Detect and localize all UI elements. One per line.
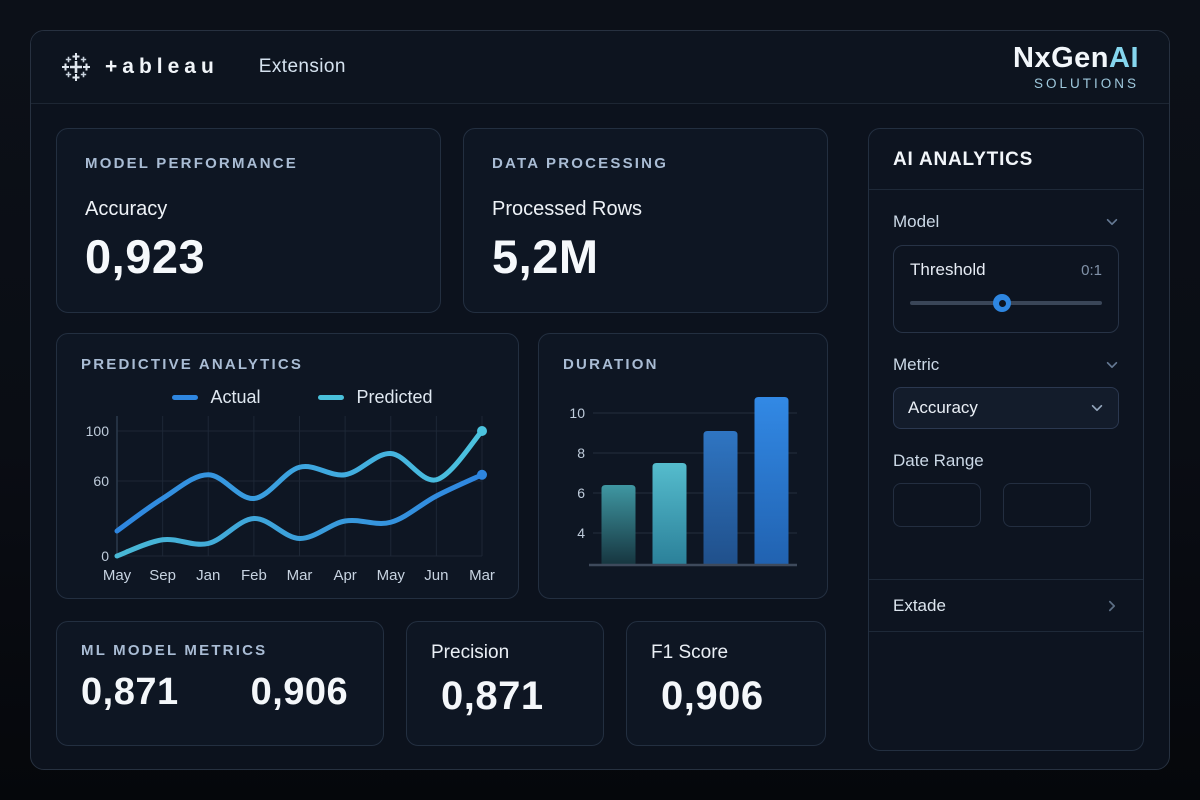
- nxgenai-brand: NxGenAI SOLUTIONS: [1013, 41, 1139, 92]
- threshold-range-label: 0:1: [1081, 261, 1102, 279]
- duration-title: DURATION: [563, 356, 659, 373]
- chevron-down-icon: [1106, 361, 1118, 369]
- tableau-brand: +ableau: [59, 50, 219, 84]
- svg-text:Apr: Apr: [333, 567, 356, 584]
- predictive-analytics-title: PREDICTIVE ANALYTICS: [81, 356, 304, 373]
- threshold-box: Threshold 0:1: [893, 245, 1119, 333]
- date-from-input[interactable]: [893, 483, 981, 527]
- tableau-logo-icon: [62, 53, 90, 81]
- sidebar-header: AI ANALYTICS: [869, 129, 1143, 190]
- predicted-legend-label: Predicted: [356, 387, 433, 407]
- brand-wordmark: +ableau: [105, 55, 219, 78]
- metric-select[interactable]: Accuracy: [893, 387, 1119, 429]
- accuracy-value: 0,923: [85, 230, 206, 283]
- duration-bar-chart: 4 6 8 10: [569, 397, 797, 567]
- actual-swatch: [172, 395, 199, 400]
- model-dropdown-row[interactable]: Model: [893, 212, 1119, 232]
- ml-metric-value-2: 0,906: [250, 671, 349, 713]
- svg-text:6: 6: [577, 485, 585, 501]
- date-to-input[interactable]: [1003, 483, 1091, 527]
- precision-value: 0,871: [441, 674, 544, 718]
- svg-text:Mar: Mar: [469, 567, 495, 584]
- svg-text:10: 10: [569, 405, 585, 421]
- extade-item[interactable]: Extade: [869, 579, 1143, 632]
- svg-text:8: 8: [577, 445, 585, 461]
- svg-text:100: 100: [86, 423, 110, 439]
- svg-text:Sep: Sep: [149, 567, 176, 584]
- ml-model-metrics-title: ML MODEL METRICS: [81, 642, 268, 659]
- metric-dropdown-row[interactable]: Metric: [893, 355, 1119, 375]
- svg-text:May: May: [377, 567, 406, 584]
- precision-card: Precision 0,871: [406, 621, 604, 746]
- slider-thumb[interactable]: [993, 294, 1012, 312]
- svg-text:4: 4: [577, 525, 585, 541]
- header: +ableau Extension NxGenAI SOLUTIONS: [31, 31, 1169, 104]
- model-label: Model: [893, 212, 940, 231]
- svg-text:Jan: Jan: [196, 567, 220, 584]
- f1-score-value: 0,906: [661, 674, 764, 718]
- f1-score-label: F1 Score: [651, 642, 729, 663]
- accuracy-label: Accuracy: [85, 198, 168, 220]
- processed-rows-label: Processed Rows: [492, 198, 643, 220]
- legend-item-actual: Actual: [172, 387, 260, 408]
- brand-name-accent: AI: [1109, 41, 1139, 74]
- model-performance-title: MODEL PERFORMANCE: [85, 155, 298, 172]
- predicted-swatch: [318, 395, 345, 400]
- svg-text:Jun: Jun: [424, 567, 448, 584]
- duration-card: DURATION 4 6 8 10: [538, 333, 828, 599]
- data-processing-card: DATA PROCESSING Processed Rows 5,2M: [463, 128, 828, 313]
- predictive-line-chart: 0 60 100 May Sep Jan Feb Mar Apr May Jun Mar: [86, 416, 495, 584]
- ml-metric-value-1: 0,871: [81, 671, 179, 713]
- ml-model-metrics-card: ML MODEL METRICS 0,871 0,906: [56, 621, 384, 746]
- chevron-down-icon: [1091, 404, 1103, 412]
- brand-name-main: NxGen: [1013, 41, 1109, 74]
- legend-item-predicted: Predicted: [318, 387, 433, 408]
- svg-text:May: May: [103, 567, 132, 584]
- svg-text:Feb: Feb: [241, 567, 267, 584]
- metric-select-value: Accuracy: [908, 398, 978, 417]
- svg-text:Mar: Mar: [287, 567, 313, 584]
- model-performance-card: MODEL PERFORMANCE Accuracy 0,923: [56, 128, 441, 313]
- threshold-label: Threshold: [910, 260, 986, 279]
- dashboard-panel: +ableau Extension NxGenAI SOLUTIONS MODE…: [30, 30, 1170, 770]
- sidebar-title: AI ANALYTICS: [893, 149, 1034, 170]
- metric-label: Metric: [893, 355, 940, 374]
- f1-score-card: F1 Score 0,906: [626, 621, 826, 746]
- ai-analytics-sidebar: AI ANALYTICS Model Threshold 0:1: [868, 128, 1144, 751]
- chevron-right-icon: [1108, 600, 1116, 611]
- svg-text:60: 60: [93, 473, 109, 489]
- extade-label: Extade: [893, 595, 946, 615]
- date-range-label: Date Range: [893, 451, 984, 470]
- chevron-down-icon: [1106, 218, 1118, 226]
- precision-label: Precision: [431, 642, 510, 663]
- data-processing-title: DATA PROCESSING: [492, 155, 669, 172]
- svg-text:0: 0: [101, 548, 109, 564]
- line-chart-legend: Actual Predicted: [111, 387, 494, 408]
- brand-subtitle: SOLUTIONS: [1033, 75, 1139, 91]
- threshold-slider[interactable]: [910, 294, 1102, 312]
- predictive-analytics-card: PREDICTIVE ANALYTICS Actual Predicted 0 6…: [56, 333, 519, 599]
- processed-rows-value: 5,2M: [492, 230, 599, 283]
- nav-extension[interactable]: Extension: [258, 56, 346, 77]
- actual-legend-label: Actual: [210, 387, 261, 407]
